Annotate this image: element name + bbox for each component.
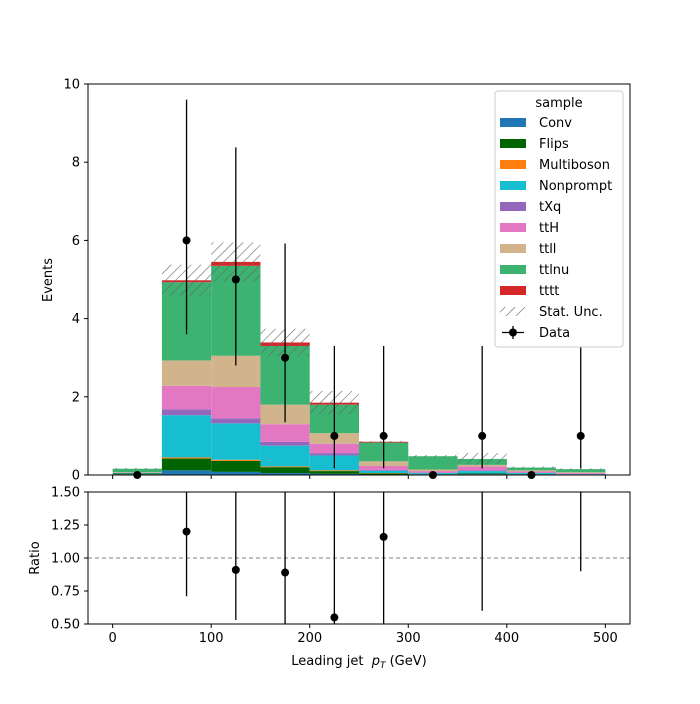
legend-label-data: Data: [539, 326, 570, 341]
bar-txq-bin-7: [458, 470, 507, 471]
bar-flips-bin-3: [260, 467, 309, 473]
ratio-point-4: [380, 533, 388, 541]
legend-label-stat-unc: Stat. Unc.: [539, 305, 603, 320]
stat-unc-bin-0: [113, 468, 162, 470]
legend-swatch-ttlnu: [500, 265, 526, 274]
bar-multiboson-bin-3: [260, 466, 309, 467]
ratio-point-2: [281, 569, 289, 577]
legend-label-tth: ttH: [539, 221, 559, 236]
top-y-ticks: 0 2 4 6 8 10: [63, 78, 88, 484]
bar-nonprompt-bin-7: [458, 471, 507, 473]
bottom-y-tick-label-3: 1.25: [51, 519, 80, 534]
x-tick-label-400: 400: [494, 631, 519, 646]
legend-label-flips: Flips: [539, 137, 569, 152]
legend: sample Conv Flips Multiboson Nonprompt tXq tt…: [495, 91, 623, 347]
x-tick-label-300: 300: [396, 631, 421, 646]
stat-unc-bin-9: [556, 468, 605, 470]
legend-label-ttlnu: ttlnu: [539, 263, 569, 278]
data-point-2: [232, 276, 240, 284]
x-tick-label-200: 200: [297, 631, 322, 646]
bar-tth-bin-1: [162, 386, 211, 409]
bar-multiboson-bin-4: [310, 470, 359, 471]
bar-ttlnu-bin-6: [408, 456, 457, 469]
ratio-point-1: [232, 566, 240, 574]
legend-label-multiboson: Multiboson: [539, 158, 610, 173]
data-point-3: [281, 354, 289, 362]
bottom-y-tick-label-4: 1.50: [51, 486, 80, 501]
bottom-y-tick-label-0: 0.50: [51, 618, 80, 633]
bottom-x-ticks: 0 100 200 300 400 500: [108, 624, 617, 646]
bar-ttll-bin-9: [556, 472, 605, 473]
bar-flips-bin-4: [310, 471, 359, 474]
bar-tth-bin-2: [211, 387, 260, 418]
x-axis-label-prefix: Leading jet: [291, 654, 371, 669]
legend-swatch-conv: [500, 118, 526, 127]
legend-swatch-flips: [500, 139, 526, 148]
bar-nonprompt-bin-5: [359, 471, 408, 473]
bar-ttll-bin-1: [162, 360, 211, 385]
data-point-4: [330, 432, 338, 440]
top-y-tick-label-6: 6: [72, 234, 80, 249]
bar-nonprompt-bin-2: [211, 423, 260, 459]
legend-label-ttll: ttll: [539, 242, 556, 257]
data-point-7: [478, 432, 486, 440]
x-tick-label-500: 500: [593, 631, 618, 646]
bar-conv-bin-1: [162, 470, 211, 475]
data-point-9: [577, 432, 585, 440]
legend-title: sample: [535, 96, 582, 111]
bottom-y-ticks: 0.50 0.75 1.00 1.25 1.50: [51, 486, 88, 633]
bar-txq-bin-1: [162, 409, 211, 415]
data-point-5: [380, 432, 388, 440]
data-point-1: [183, 236, 191, 244]
x-axis-label-symbol: p: [371, 654, 380, 669]
ratio-point-5: [478, 250, 486, 258]
bar-flips-bin-2: [211, 461, 260, 472]
legend-swatch-tth: [500, 223, 526, 232]
bar-flips-bin-1: [162, 459, 211, 471]
legend-label-conv: Conv: [539, 116, 572, 131]
bar-flips-bin-7: [458, 473, 507, 474]
legend-data-marker: [509, 329, 517, 337]
ratio-point-0: [183, 528, 191, 536]
bar-nonprompt-bin-3: [260, 446, 309, 467]
bar-txq-bin-3: [260, 442, 309, 446]
y-axis-label-bottom: Ratio: [28, 541, 43, 574]
bar-multiboson-bin-2: [211, 460, 260, 461]
legend-swatch-multiboson: [500, 160, 526, 169]
stat-unc-bin-8: [507, 466, 556, 468]
bar-nonprompt-bin-1: [162, 415, 211, 457]
legend-swatch-stat-unc: [500, 307, 526, 316]
top-y-tick-label-8: 8: [72, 156, 80, 171]
bar-txq-bin-5: [359, 470, 408, 471]
y-axis-label-top: Events: [41, 258, 56, 302]
top-y-tick-label-2: 2: [72, 390, 80, 405]
x-axis-label-unit: (GeV): [385, 654, 426, 669]
x-tick-label-100: 100: [199, 631, 224, 646]
bar-tth-bin-3: [260, 424, 309, 442]
x-axis-label: Leading jet pT (GeV): [291, 654, 426, 671]
legend-swatch-ttll: [500, 244, 526, 253]
top-y-tick-label-10: 10: [63, 78, 80, 93]
top-y-tick-label-4: 4: [72, 312, 80, 327]
bottom-y-tick-label-1: 0.75: [51, 585, 80, 600]
legend-label-nonprompt: Nonprompt: [539, 179, 612, 194]
bar-flips-bin-5: [359, 473, 408, 474]
stat-unc-bin-6: [408, 455, 457, 457]
legend-swatch-txq: [500, 202, 526, 211]
legend-label-tttt: tttt: [539, 284, 559, 299]
bar-multiboson-bin-1: [162, 457, 211, 458]
legend-label-txq: tXq: [539, 200, 561, 215]
bottom-axes-frame: [88, 492, 630, 624]
bottom-y-tick-label-2: 1.00: [51, 552, 80, 567]
bar-tth-bin-9: [556, 473, 605, 474]
top-y-tick-label-0: 0: [72, 469, 80, 484]
legend-swatch-nonprompt: [500, 181, 526, 190]
x-tick-label-0: 0: [108, 631, 116, 646]
bar-txq-bin-2: [211, 418, 260, 423]
ratio-point-3: [330, 613, 338, 621]
legend-swatch-tttt: [500, 286, 526, 295]
bar-ttll-bin-6: [408, 470, 457, 472]
